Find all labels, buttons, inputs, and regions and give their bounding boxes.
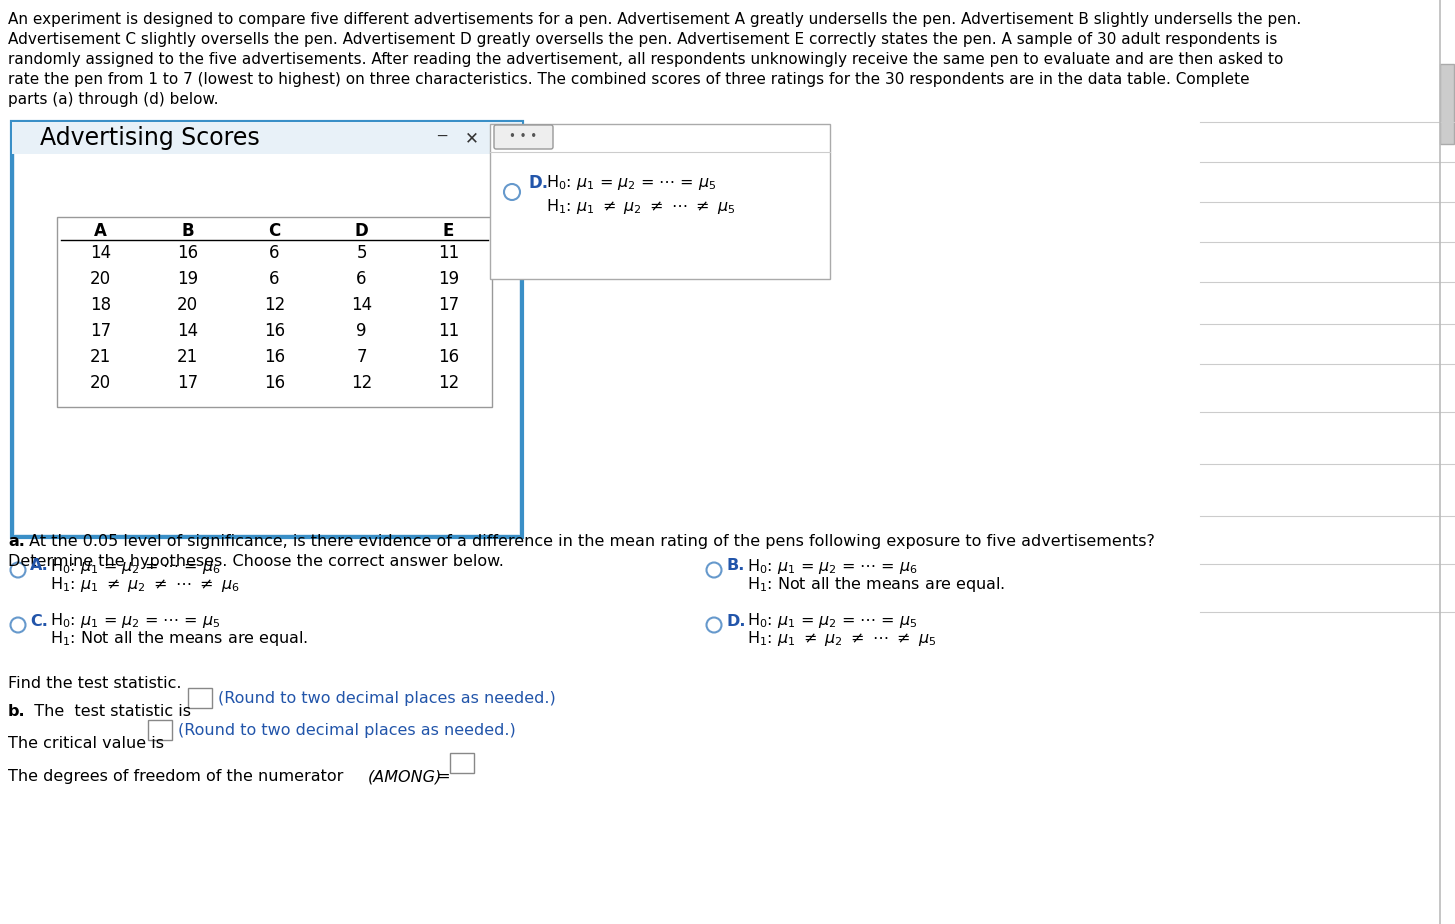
Text: (AMONG): (AMONG) bbox=[368, 769, 442, 784]
Circle shape bbox=[707, 617, 722, 633]
FancyBboxPatch shape bbox=[1440, 64, 1454, 144]
Text: 17: 17 bbox=[438, 296, 460, 314]
Text: 17: 17 bbox=[178, 374, 198, 392]
FancyBboxPatch shape bbox=[450, 753, 474, 773]
Text: 6: 6 bbox=[269, 270, 279, 288]
Text: H$_0$: $\mu_1$ = $\mu_2$ = $\cdots$ = $\mu_5$: H$_0$: $\mu_1$ = $\mu_2$ = $\cdots$ = $\… bbox=[746, 612, 918, 630]
Text: The degrees of freedom of the numerator: The degrees of freedom of the numerator bbox=[7, 769, 349, 784]
Text: 6: 6 bbox=[356, 270, 367, 288]
FancyBboxPatch shape bbox=[188, 688, 212, 708]
Text: Advertising Scores: Advertising Scores bbox=[39, 126, 260, 150]
Text: B: B bbox=[182, 222, 194, 240]
Text: 20: 20 bbox=[178, 296, 198, 314]
Text: H$_0$: $\mu_1$ = $\mu_2$ = $\cdots$ = $\mu_5$: H$_0$: $\mu_1$ = $\mu_2$ = $\cdots$ = $\… bbox=[49, 612, 221, 630]
Text: 14: 14 bbox=[90, 244, 111, 262]
FancyBboxPatch shape bbox=[501, 163, 514, 176]
Circle shape bbox=[10, 563, 26, 578]
Text: H$_0$: $\mu_1$ = $\mu_2$ = $\cdots$ = $\mu_6$: H$_0$: $\mu_1$ = $\mu_2$ = $\cdots$ = $\… bbox=[49, 556, 221, 576]
Text: 11: 11 bbox=[438, 244, 460, 262]
Text: D.: D. bbox=[528, 174, 549, 192]
Text: C: C bbox=[268, 222, 281, 240]
FancyBboxPatch shape bbox=[12, 122, 522, 537]
Text: 16: 16 bbox=[263, 322, 285, 340]
Text: E: E bbox=[442, 222, 454, 240]
FancyBboxPatch shape bbox=[495, 125, 553, 149]
Text: H$_1$: $\mu_1$ $\neq$ $\mu_2$ $\neq$ $\cdots$ $\neq$ $\mu_5$: H$_1$: $\mu_1$ $\neq$ $\mu_2$ $\neq$ $\c… bbox=[746, 629, 937, 649]
Text: 21: 21 bbox=[178, 348, 198, 366]
Text: H$_0$: $\mu_1$ = $\mu_2$ = $\cdots$ = $\mu_6$: H$_0$: $\mu_1$ = $\mu_2$ = $\cdots$ = $\… bbox=[746, 556, 918, 576]
Text: (Round to two decimal places as needed.): (Round to two decimal places as needed.) bbox=[178, 723, 515, 737]
Text: B.: B. bbox=[726, 558, 745, 574]
Text: 16: 16 bbox=[438, 348, 460, 366]
Text: parts (a) through (d) below.: parts (a) through (d) below. bbox=[7, 92, 218, 107]
Text: An experiment is designed to compare five different advertisements for a pen. Ad: An experiment is designed to compare fiv… bbox=[7, 12, 1301, 27]
Text: At the 0.05 level of significance, is there evidence of a difference in the mean: At the 0.05 level of significance, is th… bbox=[23, 534, 1155, 549]
Text: (Round to two decimal places as needed.): (Round to two decimal places as needed.) bbox=[218, 690, 556, 706]
Text: H$_0$: $\mu_1$ = $\mu_2$ = $\cdots$ = $\mu_5$: H$_0$: $\mu_1$ = $\mu_2$ = $\cdots$ = $\… bbox=[546, 174, 717, 192]
FancyBboxPatch shape bbox=[148, 720, 172, 740]
Text: • • •: • • • bbox=[509, 130, 537, 143]
Text: 21: 21 bbox=[90, 348, 111, 366]
Text: 20: 20 bbox=[90, 374, 111, 392]
FancyBboxPatch shape bbox=[12, 122, 522, 154]
Text: C.: C. bbox=[31, 614, 48, 628]
Text: =: = bbox=[432, 769, 451, 784]
FancyBboxPatch shape bbox=[57, 217, 492, 407]
Text: A.: A. bbox=[31, 558, 49, 574]
Text: A: A bbox=[95, 222, 106, 240]
Text: 17: 17 bbox=[90, 322, 111, 340]
Text: 12: 12 bbox=[263, 296, 285, 314]
Text: The critical value is: The critical value is bbox=[7, 736, 164, 751]
Text: Find the test statistic.: Find the test statistic. bbox=[7, 676, 182, 691]
Text: 18: 18 bbox=[90, 296, 111, 314]
Text: H$_1$: Not all the means are equal.: H$_1$: Not all the means are equal. bbox=[49, 629, 308, 649]
Circle shape bbox=[10, 617, 26, 633]
Text: rate the pen from 1 to 7 (lowest to highest) on three characteristics. The combi: rate the pen from 1 to 7 (lowest to high… bbox=[7, 72, 1250, 87]
Text: H$_1$: $\mu_1$ $\neq$ $\mu_2$ $\neq$ $\cdots$ $\neq$ $\mu_6$: H$_1$: $\mu_1$ $\neq$ $\mu_2$ $\neq$ $\c… bbox=[49, 575, 240, 593]
Circle shape bbox=[707, 563, 722, 578]
Text: ─: ─ bbox=[438, 128, 447, 143]
Text: 5: 5 bbox=[356, 244, 367, 262]
FancyBboxPatch shape bbox=[490, 124, 829, 279]
Text: 20: 20 bbox=[90, 270, 111, 288]
Text: 11: 11 bbox=[438, 322, 460, 340]
Text: 16: 16 bbox=[178, 244, 198, 262]
Text: 7: 7 bbox=[356, 348, 367, 366]
Text: 14: 14 bbox=[351, 296, 372, 314]
Text: D: D bbox=[355, 222, 368, 240]
Text: H$_1$: $\mu_1$ $\neq$ $\mu_2$ $\neq$ $\cdots$ $\neq$ $\mu_5$: H$_1$: $\mu_1$ $\neq$ $\mu_2$ $\neq$ $\c… bbox=[546, 198, 735, 216]
Text: 6: 6 bbox=[269, 244, 279, 262]
Text: 14: 14 bbox=[178, 322, 198, 340]
Text: Determine the hypotheses. Choose the correct answer below.: Determine the hypotheses. Choose the cor… bbox=[7, 554, 503, 569]
Text: 19: 19 bbox=[178, 270, 198, 288]
Text: ✕: ✕ bbox=[466, 129, 479, 147]
Text: 12: 12 bbox=[351, 374, 372, 392]
Circle shape bbox=[503, 184, 519, 200]
Text: D.: D. bbox=[726, 614, 745, 628]
Text: randomly assigned to the five advertisements. After reading the advertisement, a: randomly assigned to the five advertisem… bbox=[7, 52, 1283, 67]
Text: b.: b. bbox=[7, 704, 26, 719]
Text: The  test statistic is: The test statistic is bbox=[23, 704, 191, 719]
Text: 9: 9 bbox=[356, 322, 367, 340]
Text: a.: a. bbox=[7, 534, 25, 549]
Text: H$_1$: Not all the means are equal.: H$_1$: Not all the means are equal. bbox=[746, 575, 1005, 593]
Text: Advertisement C slightly oversells the pen. Advertisement D greatly oversells th: Advertisement C slightly oversells the p… bbox=[7, 32, 1277, 47]
Text: 19: 19 bbox=[438, 270, 460, 288]
Text: 16: 16 bbox=[263, 374, 285, 392]
Text: 16: 16 bbox=[263, 348, 285, 366]
Text: 12: 12 bbox=[438, 374, 460, 392]
FancyBboxPatch shape bbox=[15, 154, 519, 534]
